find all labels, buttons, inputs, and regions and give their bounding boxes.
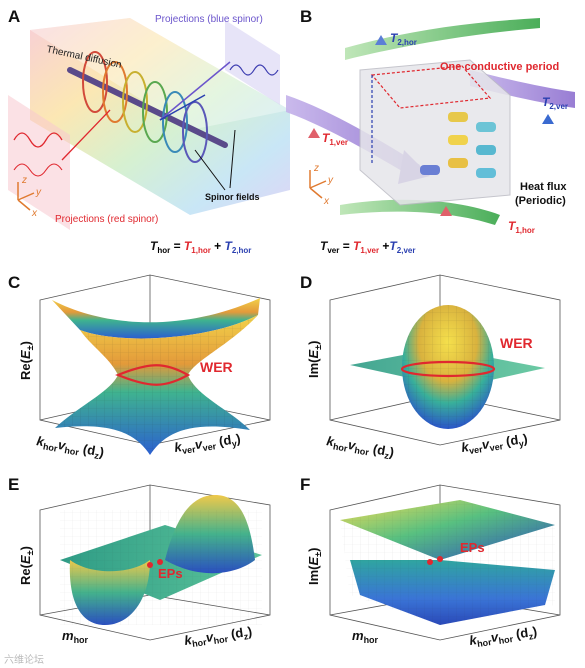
t2-hor-label: T2,hor	[390, 31, 417, 47]
ep-point-e-2	[157, 559, 163, 565]
axis-x-b: x	[323, 196, 330, 207]
blue-projection-plane	[225, 20, 280, 105]
eps-label-e: EPs	[158, 566, 183, 581]
t2-ver-label: T2,ver	[542, 95, 568, 111]
t2-hor-marker	[375, 35, 387, 45]
xlabel-khor-f: khorvhor (dz)	[468, 624, 538, 650]
panel-b: B T2,hor T2,ver T1,ver T1,hor	[286, 7, 575, 235]
axis-x-a: x	[31, 208, 38, 219]
red-projection-arrow	[61, 109, 111, 161]
t1-hor-band	[340, 199, 500, 225]
t2-ver-arrow	[470, 70, 575, 108]
wer-label-c: WER	[200, 359, 233, 375]
t2-hor-band	[345, 18, 540, 60]
surface-c-top-rim	[52, 298, 260, 339]
axes-triad-b: z y x	[309, 163, 334, 207]
panel-letter-c: C	[8, 273, 20, 292]
xlabel-khor-c: khorvhor (dz)	[35, 433, 105, 462]
equation-t-ver: Tver = T1,ver +T2,ver	[320, 239, 415, 255]
wer-label-d: WER	[500, 335, 533, 351]
cylinder-array	[420, 112, 496, 178]
t1-ver-label: T1,ver	[322, 131, 348, 147]
panel-f: F EPs Im(E±) mhor khorvhor (dz)	[300, 475, 561, 650]
xlabel-kver-d: kvervver (dy)	[460, 431, 528, 457]
conductive-block	[359, 59, 511, 206]
wer-ring-c	[115, 364, 191, 386]
t1-ver-marker	[308, 128, 320, 138]
conductive-period-box	[370, 65, 492, 109]
panel-c: C WER Re(E±) khorvhor (dz) kvervver (dy)	[8, 273, 271, 462]
red-projection-wave	[13, 132, 63, 148]
ep-point-e-1	[147, 562, 153, 568]
xlabel-khor-e: khorvhor (dz)	[183, 624, 253, 650]
axes-triad-a: z y x	[17, 175, 42, 219]
blue-projection-arrow	[159, 61, 231, 121]
panel-letter-a: A	[8, 7, 20, 26]
t1-hor-label: T1,hor	[508, 219, 535, 235]
t1-hor-marker	[440, 206, 452, 216]
axis-y-a: y	[35, 187, 42, 198]
watermark: 六维论坛	[4, 655, 44, 666]
ylabel-re-e: Re(E±)	[18, 546, 35, 585]
t2-ver-marker	[542, 114, 554, 124]
spinor-fields-label: Spinor fields	[205, 192, 260, 202]
panel-d: D WER Im(E±) khorvhor (dz) kvervver (dy)	[300, 273, 561, 462]
spinor-field-pointer-1	[194, 149, 226, 191]
wer-ring-d	[400, 360, 496, 378]
sphere-d-mesh	[402, 305, 494, 429]
panel-letter-d: D	[300, 273, 312, 292]
xlabel-mhor-f: mhor	[352, 628, 379, 645]
blue-spinor-arrow	[159, 94, 206, 121]
axis-z-a: z	[21, 175, 27, 186]
projections-blue-label: Projections (blue spinor)	[155, 14, 263, 25]
eps-label-f: EPs	[460, 540, 485, 555]
xlabel-mhor-e: mhor	[62, 628, 89, 645]
surface-e-mesh	[60, 510, 262, 625]
panel-e: E EPs Re(E±) mhor khorvhor (dz)	[8, 475, 271, 650]
spinor-helix	[82, 51, 208, 163]
ylabel-im-f: Im(E±)	[306, 548, 323, 585]
red-projection-wave-2	[13, 163, 63, 177]
equation-t-hor: Thor = T1,hor + T2,hor	[150, 239, 251, 255]
panel-a: A Thermal diffusion Projections (blue sp…	[8, 7, 290, 230]
panel-letter-e: E	[8, 475, 19, 494]
xlabel-khor-d: khorvhor (dz)	[325, 433, 395, 462]
conductive-period-label: One conductive period	[440, 61, 559, 73]
ep-point-f-2	[437, 556, 443, 562]
ylabel-re-c: Re(E±)	[18, 341, 35, 380]
red-projection-plane	[8, 95, 70, 230]
spinor-field-pointer-2	[229, 129, 236, 189]
heat-flux-label: Heat flux	[520, 181, 567, 193]
surface-f-mesh	[340, 500, 555, 625]
xlabel-kver-c: kvervver (dy)	[173, 431, 241, 457]
panel-letter-f: F	[300, 475, 310, 494]
axis-z-b: z	[313, 163, 319, 174]
panel-letter-b: B	[300, 7, 312, 26]
ep-point-f-1	[427, 559, 433, 565]
slab-top-face	[30, 18, 290, 130]
heat-flux-periodic-label: (Periodic)	[515, 195, 566, 207]
blue-projection-wave	[229, 64, 279, 76]
ylabel-im-d: Im(E±)	[306, 341, 323, 378]
projections-red-label: Projections (red spinor)	[55, 214, 158, 225]
axis-y-b: y	[327, 175, 334, 186]
